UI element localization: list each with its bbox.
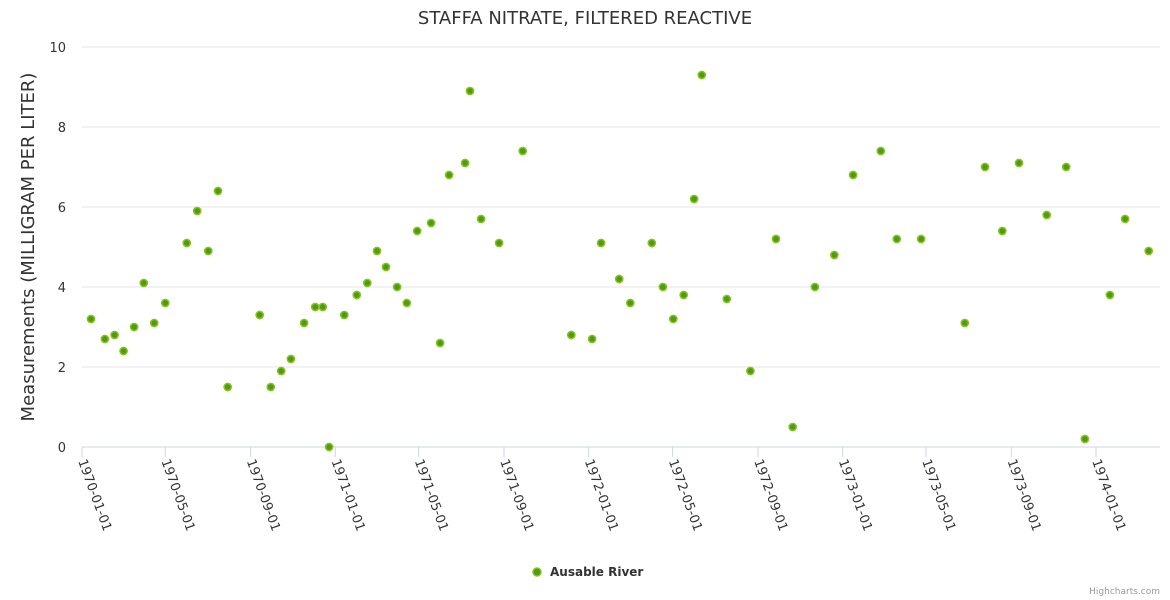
x-tick-label: 1972-01-01 [581, 457, 621, 533]
y-tick-label: 4 [58, 281, 66, 296]
data-point [381, 262, 391, 272]
data-point [402, 298, 412, 308]
data-point [916, 234, 926, 244]
data-point [392, 282, 402, 292]
data-point [339, 310, 349, 320]
data-point [139, 278, 149, 288]
data-point [435, 338, 445, 348]
data-point [276, 366, 286, 376]
x-axis: 1970-01-01 1970-05-01 1970-09-01 1971-01-01… [74, 446, 1160, 533]
data-point [625, 298, 635, 308]
data-point [960, 318, 970, 328]
x-tick-label: 1970-01-01 [74, 457, 114, 533]
legend-item[interactable]: Ausable River [532, 565, 643, 579]
x-tick-label: 1973-01-01 [835, 457, 875, 533]
legend-marker-icon [532, 567, 542, 577]
data-point [310, 302, 320, 312]
y-tick-label: 6 [58, 201, 66, 216]
data-point [566, 330, 576, 340]
data-point [788, 422, 798, 432]
y-tick-label: 0 [58, 441, 66, 456]
data-point [255, 310, 265, 320]
data-point [1105, 290, 1115, 300]
data-point [465, 86, 475, 96]
data-point [324, 442, 334, 452]
data-point [266, 382, 276, 392]
data-point [689, 194, 699, 204]
series-ausable-river [86, 70, 1154, 452]
data-point [668, 314, 678, 324]
data-point [286, 354, 296, 364]
data-point [149, 318, 159, 328]
data-point [192, 206, 202, 216]
data-point [614, 274, 624, 284]
x-tick-label: 1971-09-01 [496, 457, 536, 533]
grid-lines [82, 46, 1160, 368]
data-point [444, 170, 454, 180]
data-point [679, 290, 689, 300]
data-point [596, 238, 606, 248]
data-point [1080, 434, 1090, 444]
data-point [1042, 210, 1052, 220]
data-point [746, 366, 755, 376]
data-point [697, 70, 707, 80]
data-point [460, 158, 470, 168]
x-tick-label: 1973-05-01 [918, 457, 958, 533]
data-point [771, 234, 781, 244]
data-point [810, 282, 820, 292]
data-point [412, 226, 422, 236]
y-tick-label: 10 [49, 41, 66, 56]
data-point [223, 382, 233, 392]
data-point [372, 246, 382, 256]
credits-link[interactable]: Highcharts.com [1089, 587, 1160, 597]
legend-label[interactable]: Ausable River [550, 565, 643, 579]
data-point [997, 226, 1007, 236]
y-tick-label: 8 [58, 121, 66, 136]
data-point [1014, 158, 1024, 168]
data-point [352, 290, 362, 300]
data-point [876, 146, 886, 156]
x-tick-label: 1972-05-01 [665, 457, 705, 533]
x-tick-label: 1971-01-01 [328, 457, 368, 533]
y-axis-ticks: 0 2 4 6 8 10 [49, 41, 66, 456]
data-point [722, 294, 732, 304]
data-point [980, 162, 990, 172]
x-tick-label: 1970-05-01 [158, 457, 198, 533]
x-tick-label: 1970-09-01 [243, 457, 283, 533]
data-point [203, 246, 213, 256]
data-point [318, 302, 328, 312]
data-point [86, 314, 96, 324]
data-point [182, 238, 192, 248]
data-point [518, 146, 528, 156]
data-point [100, 334, 110, 344]
chart-title: STAFFA NITRATE, FILTERED REACTIVE [418, 8, 752, 29]
data-point [494, 238, 504, 248]
y-tick-label: 2 [58, 361, 66, 376]
data-point [1120, 214, 1130, 224]
data-point [129, 322, 139, 332]
data-point [160, 298, 170, 308]
data-point [658, 282, 668, 292]
data-point [848, 170, 858, 180]
data-point [213, 186, 223, 196]
data-point [892, 234, 902, 244]
x-tick-label: 1971-05-01 [411, 457, 451, 533]
data-point [299, 318, 309, 328]
data-point [476, 214, 486, 224]
data-point [829, 250, 839, 260]
data-point [647, 238, 657, 248]
x-tick-label: 1974-01-01 [1088, 457, 1128, 533]
data-point [362, 278, 372, 288]
x-tick-label: 1973-09-01 [1004, 457, 1044, 533]
data-point [1144, 246, 1154, 256]
y-axis-title: Measurements (MILLIGRAM PER LITER) [18, 73, 39, 422]
data-point [110, 330, 119, 340]
data-point [426, 218, 436, 228]
data-point [1061, 162, 1071, 172]
data-point [119, 346, 128, 356]
x-tick-label: 1972-09-01 [750, 457, 790, 533]
data-point [587, 334, 597, 344]
